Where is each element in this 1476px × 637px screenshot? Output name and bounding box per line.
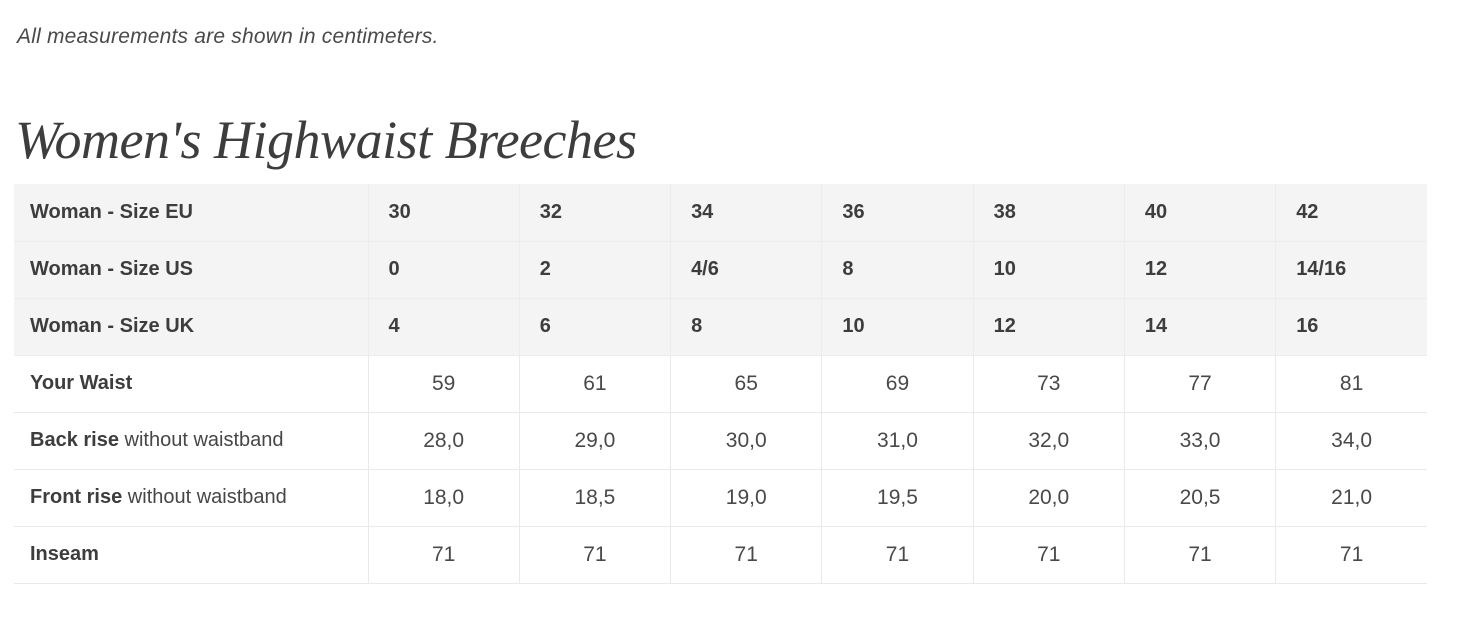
measure-cell: 21,0 — [1275, 469, 1427, 527]
measure-cell: 65 — [670, 355, 822, 413]
size-cell: 0 — [367, 241, 520, 299]
table-row-size-uk: Woman - Size UK 4 6 8 10 12 14 16 — [14, 298, 1427, 356]
measure-cell: 59 — [367, 355, 520, 413]
measure-cell: 19,0 — [670, 469, 822, 527]
page-title: Women's Highwaist Breeches — [15, 110, 637, 171]
measure-cell: 33,0 — [1123, 412, 1276, 470]
size-cell: 8 — [821, 241, 974, 299]
size-cell: 2 — [518, 241, 671, 299]
measure-cell: 73 — [972, 355, 1125, 413]
row-label-bold: Woman - Size US — [30, 258, 193, 280]
measure-cell: 32,0 — [972, 412, 1125, 470]
size-cell: 30 — [367, 184, 520, 242]
row-label-bold: Back rise — [30, 429, 119, 451]
row-label: Woman - Size US — [14, 241, 368, 299]
size-cell: 16 — [1275, 298, 1427, 356]
measure-cell: 31,0 — [821, 412, 974, 470]
size-cell: 32 — [518, 184, 671, 242]
measure-cell: 71 — [821, 526, 974, 584]
size-chart-table: Woman - Size EU 30 32 34 36 38 40 42 Wom… — [14, 184, 1427, 584]
row-label-bold: Front rise — [30, 486, 123, 508]
size-cell: 42 — [1275, 184, 1427, 242]
measure-cell: 19,5 — [821, 469, 974, 527]
measure-cell: 71 — [518, 526, 671, 584]
size-cell: 40 — [1123, 184, 1276, 242]
measure-cell: 69 — [821, 355, 974, 413]
row-label-rest: without waistband — [122, 486, 287, 508]
measure-cell: 18,0 — [367, 469, 520, 527]
measure-cell: 29,0 — [518, 412, 671, 470]
row-label-bold: Woman - Size UK — [30, 315, 195, 337]
size-cell: 4/6 — [670, 241, 822, 299]
measure-cell: 81 — [1275, 355, 1427, 413]
measure-cell: 71 — [1275, 526, 1427, 584]
row-label-bold: Woman - Size EU — [30, 200, 193, 223]
measure-cell: 71 — [972, 526, 1125, 584]
size-cell: 36 — [821, 184, 974, 242]
table-row-size-us: Woman - Size US 0 2 4/6 8 10 12 14/16 — [14, 241, 1427, 299]
measure-cell: 20,5 — [1123, 469, 1276, 527]
measure-cell: 30,0 — [670, 412, 822, 470]
measure-cell: 34,0 — [1275, 412, 1427, 470]
size-cell: 10 — [972, 241, 1125, 299]
size-cell: 6 — [518, 298, 671, 356]
size-cell: 14 — [1123, 298, 1276, 356]
size-cell: 8 — [670, 298, 822, 356]
row-label-bold: Your Waist — [30, 372, 133, 394]
measure-cell: 71 — [1123, 526, 1276, 584]
size-cell: 34 — [670, 184, 822, 242]
size-cell: 14/16 — [1275, 241, 1427, 299]
row-label: Back rise without waistband — [14, 412, 368, 470]
row-label: Woman - Size EU — [14, 184, 368, 242]
measure-cell: 28,0 — [367, 412, 520, 470]
table-row-inseam: Inseam 71 71 71 71 71 71 71 — [14, 526, 1427, 584]
row-label: Woman - Size UK — [14, 298, 368, 356]
measure-cell: 71 — [367, 526, 520, 584]
row-label: Inseam — [14, 526, 368, 584]
measure-cell: 71 — [670, 526, 822, 584]
table-row-your-waist: Your Waist 59 61 65 69 73 77 81 — [14, 355, 1427, 413]
row-label: Front rise without waistband — [14, 469, 368, 527]
measure-cell: 77 — [1123, 355, 1276, 413]
measurement-note: All measurements are shown in centimeter… — [17, 25, 439, 48]
table-row-back-rise: Back rise without waistband 28,0 29,0 30… — [14, 412, 1427, 470]
table-row-front-rise: Front rise without waistband 18,0 18,5 1… — [14, 469, 1427, 527]
row-label-rest: without waistband — [118, 429, 284, 451]
size-cell: 38 — [972, 184, 1125, 242]
table-row-size-eu: Woman - Size EU 30 32 34 36 38 40 42 — [14, 184, 1427, 242]
size-cell: 12 — [1123, 241, 1276, 299]
row-label: Your Waist — [14, 355, 368, 413]
row-label-bold: Inseam — [30, 543, 99, 565]
size-cell: 10 — [821, 298, 974, 356]
measure-cell: 61 — [518, 355, 671, 413]
measure-cell: 18,5 — [518, 469, 671, 527]
size-cell: 12 — [972, 298, 1125, 356]
measure-cell: 20,0 — [972, 469, 1125, 527]
size-cell: 4 — [367, 298, 520, 356]
